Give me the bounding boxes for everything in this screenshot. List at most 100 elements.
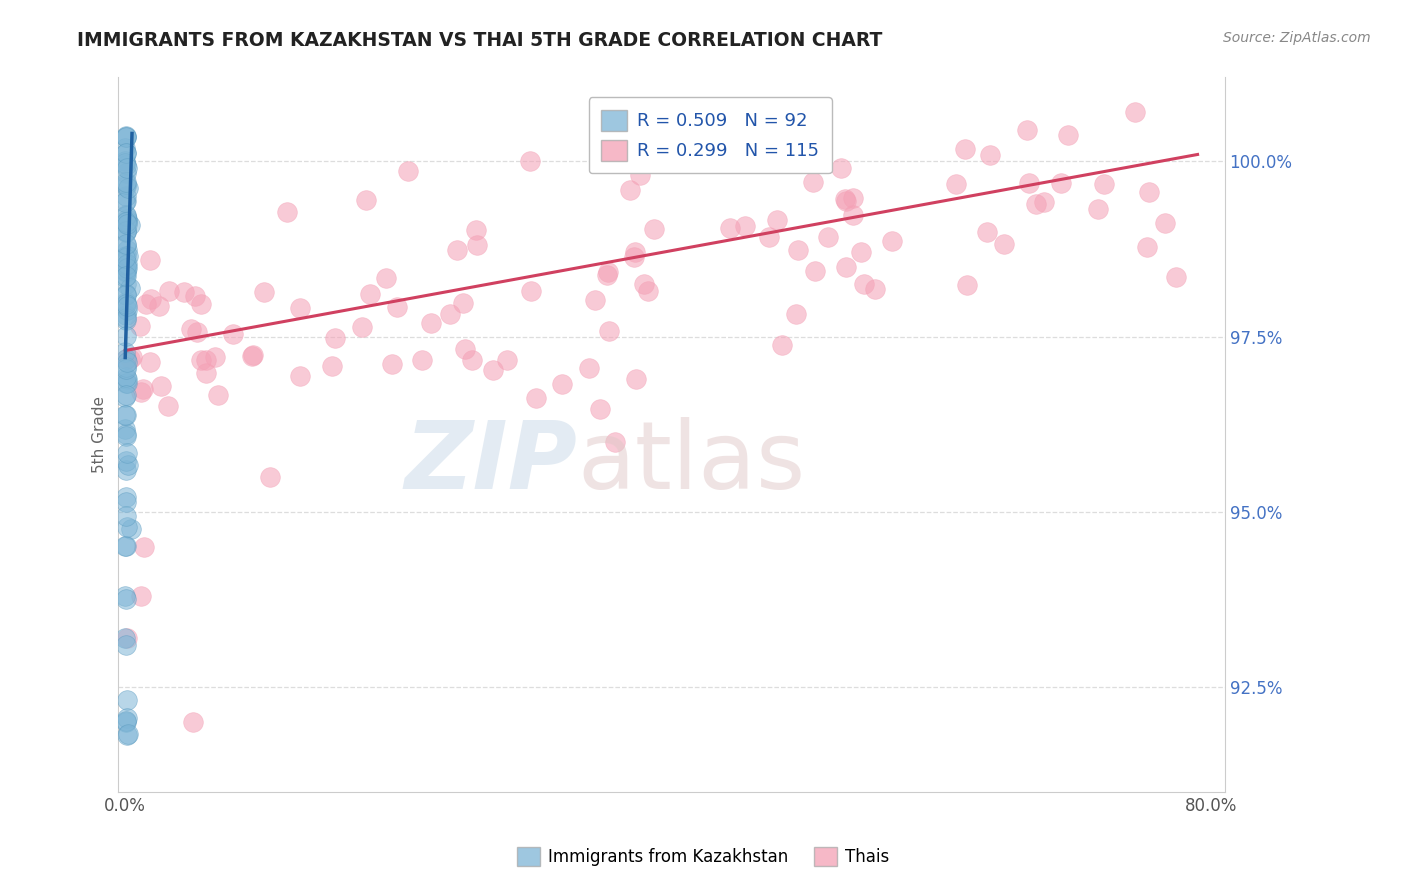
Point [117,161,139,176]
Point [624,372,647,386]
Point [359,287,381,301]
Point [830,161,852,176]
Point [184,288,207,302]
Point [194,367,217,381]
Point [114,195,136,210]
Point [849,244,872,259]
Point [835,194,858,208]
Point [375,271,398,285]
Point [115,189,138,203]
Point [1123,105,1146,120]
Point [628,169,651,183]
Point [976,225,998,239]
Y-axis label: 5th Grade: 5th Grade [93,396,107,473]
Point [114,288,136,302]
Point [786,244,808,258]
Point [734,219,756,233]
Point [114,631,136,645]
Point [852,277,875,291]
Point [114,215,136,229]
Point [115,355,138,369]
Point [114,592,136,607]
Point [1056,128,1078,142]
Point [624,244,647,259]
Point [1164,270,1187,285]
Point [387,300,409,314]
Point [115,236,138,251]
Point [115,208,138,222]
Point [114,158,136,172]
Point [411,353,433,368]
Point [115,372,138,386]
Point [121,350,143,364]
Point [461,353,484,368]
Point [115,519,138,533]
Point [148,299,170,313]
Point [115,426,138,441]
Point [770,338,793,352]
Point [117,181,139,195]
Point [419,316,441,330]
Point [578,360,600,375]
Point [706,143,728,157]
Point [1025,197,1047,211]
Point [603,434,626,449]
Point [115,264,138,278]
Text: Source: ZipAtlas.com: Source: ZipAtlas.com [1223,31,1371,45]
Point [115,540,138,554]
Legend: Immigrants from Kazakhstan, Thais: Immigrants from Kazakhstan, Thais [510,840,896,873]
Point [115,225,138,239]
Point [115,218,138,232]
Point [1050,177,1073,191]
Point [128,319,150,334]
Point [115,258,138,272]
Point [321,359,343,373]
Point [979,147,1001,161]
Point [117,249,139,263]
Point [115,238,138,252]
Point [1137,185,1160,199]
Point [173,285,195,299]
Point [842,208,865,222]
Point [290,301,312,316]
Point [589,401,612,416]
Point [118,351,141,366]
Point [115,376,138,391]
Point [115,260,138,274]
Point [115,294,138,309]
Point [253,285,276,299]
Point [157,284,180,298]
Point [114,224,136,238]
Point [114,638,136,652]
Point [1032,195,1054,210]
Point [114,422,136,436]
Point [880,234,903,248]
Point [114,408,136,422]
Point [633,277,655,292]
Point [956,277,979,292]
Point [114,345,136,359]
Point [190,297,212,311]
Point [114,329,136,343]
Point [180,322,202,336]
Point [785,308,807,322]
Point [194,353,217,368]
Point [619,183,641,197]
Point [496,353,519,368]
Point [139,252,162,267]
Point [276,205,298,219]
Point [139,355,162,369]
Point [135,297,157,311]
Point [1092,178,1115,192]
Point [1136,240,1159,254]
Point [114,408,136,422]
Point [115,376,138,391]
Point [451,296,474,310]
Point [114,129,136,144]
Point [115,287,138,301]
Point [953,142,976,156]
Point [115,224,138,238]
Point [115,299,138,313]
Point [114,156,136,170]
Point [1015,123,1038,137]
